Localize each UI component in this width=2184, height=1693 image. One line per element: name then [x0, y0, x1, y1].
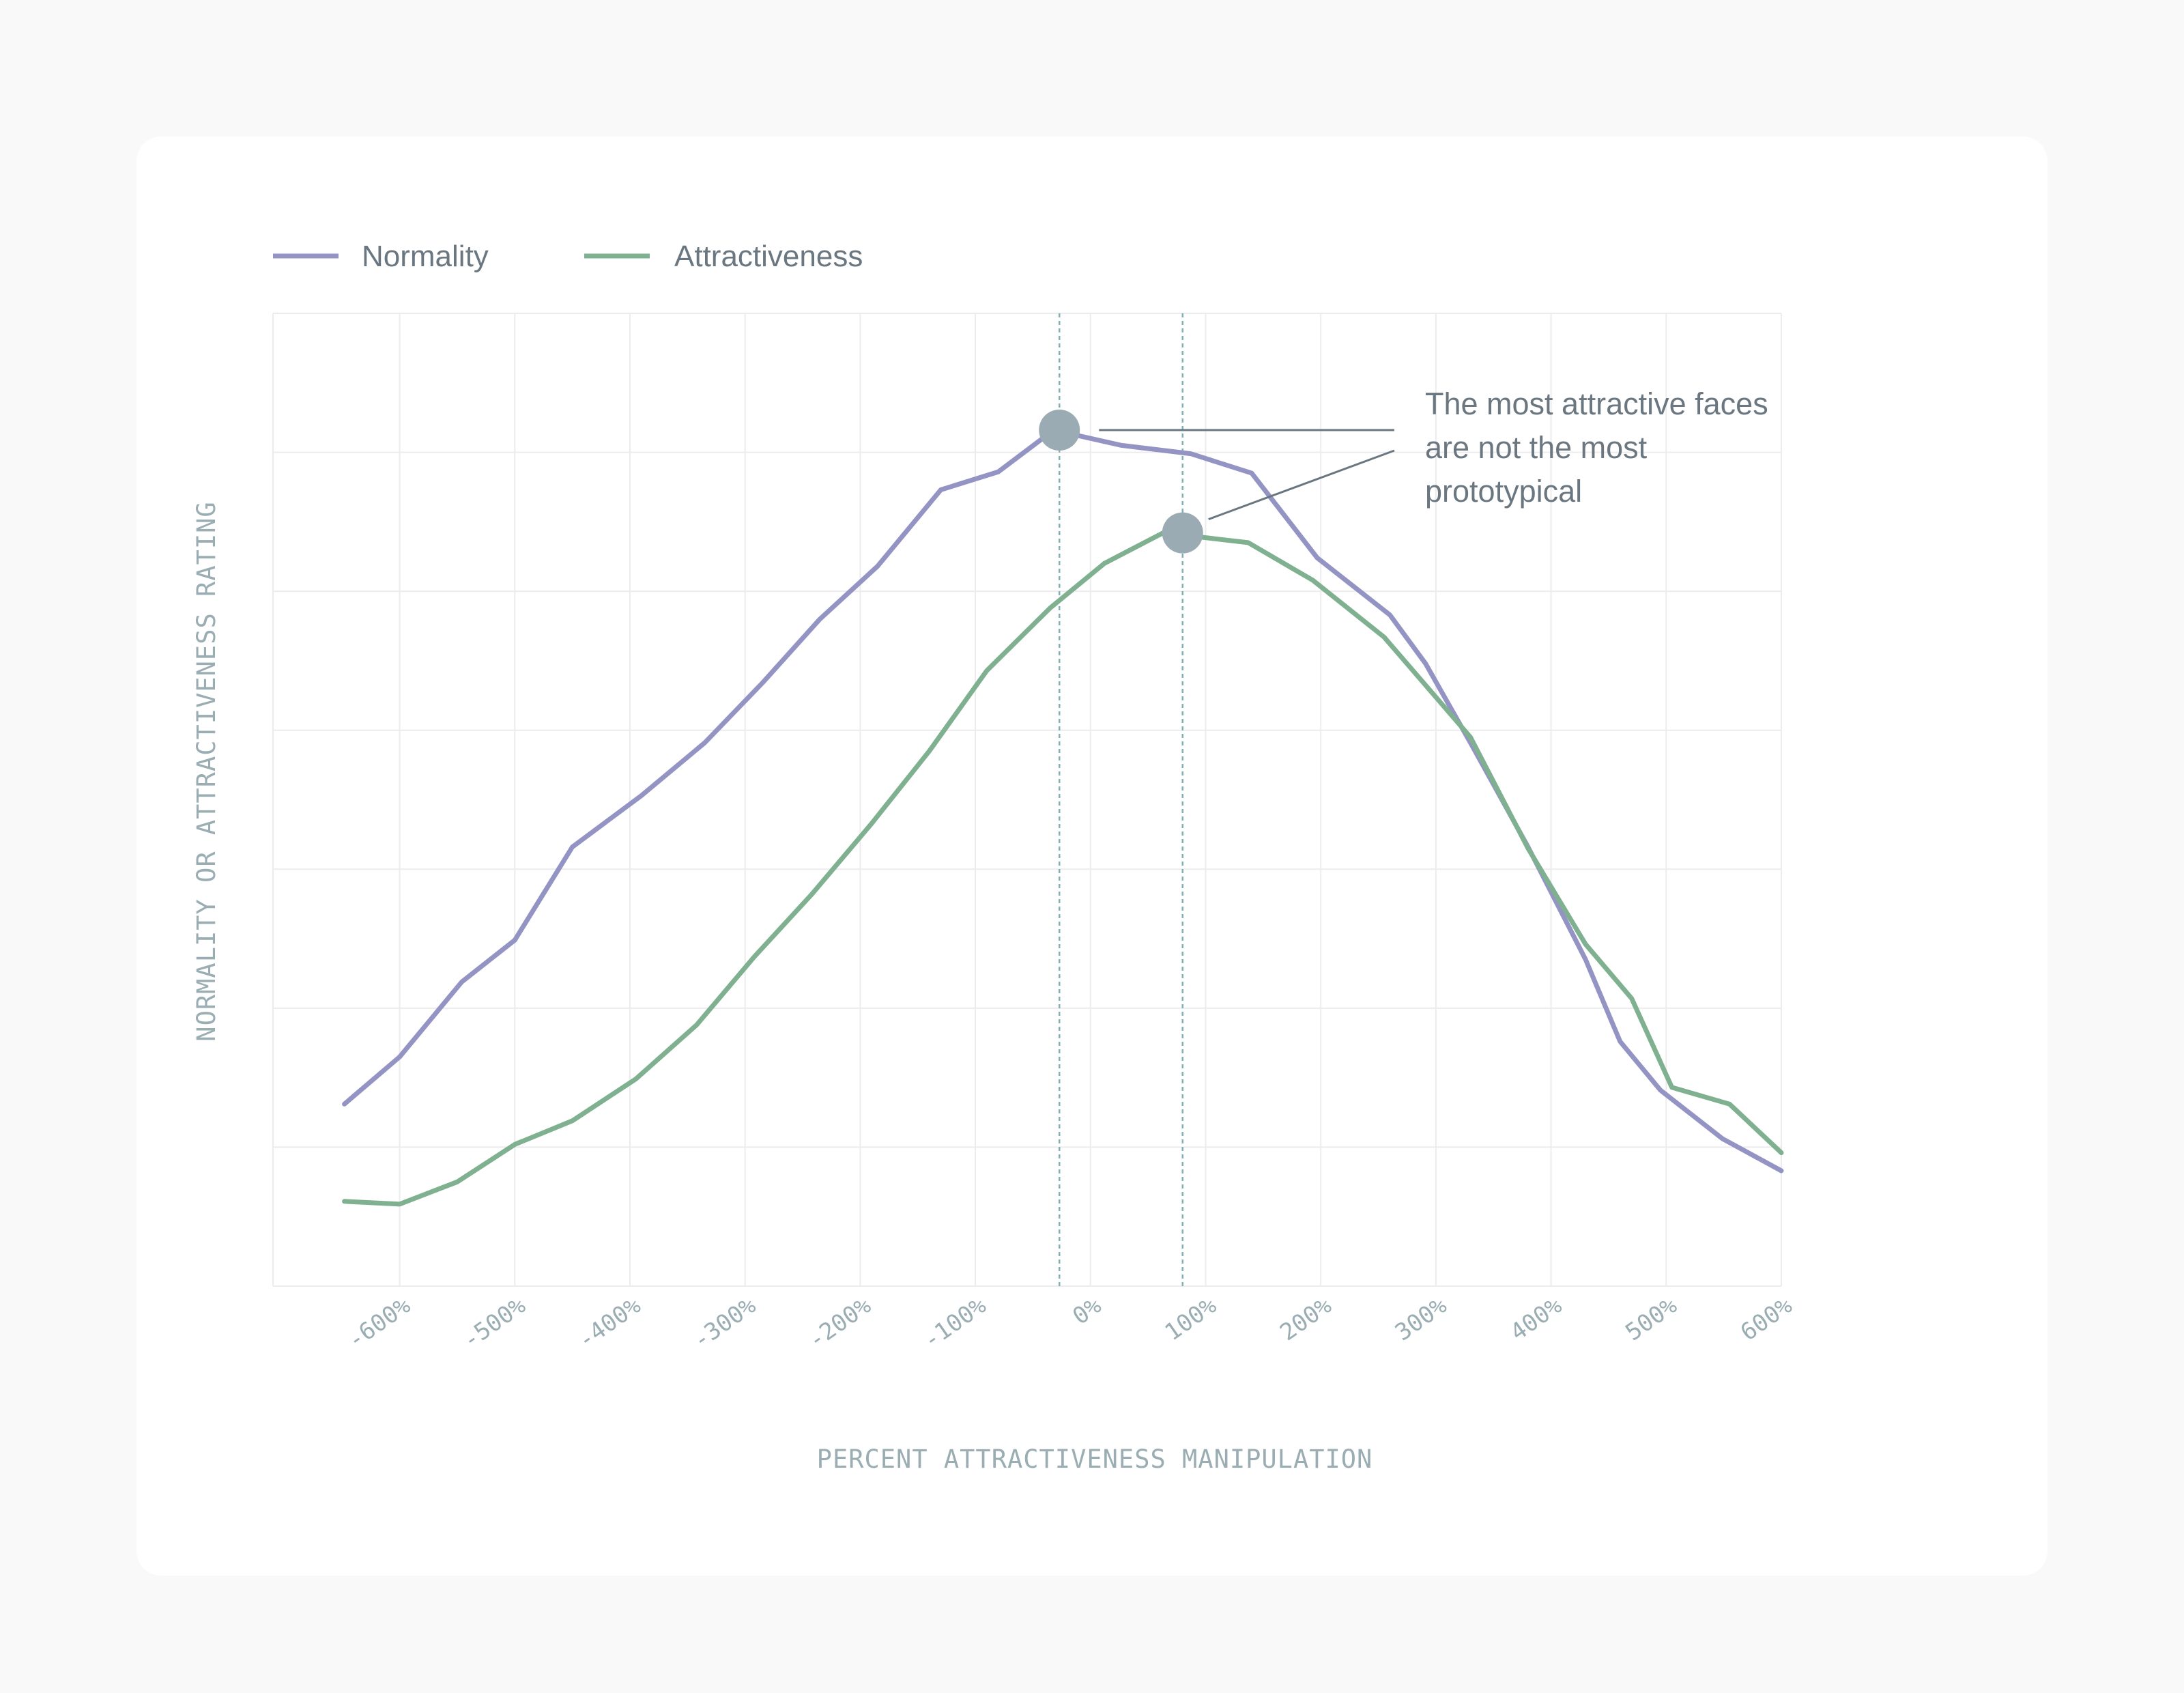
legend-label-normality: Normality — [362, 240, 489, 273]
y-axis-title: NORMALITY OR ATTRACTIVENESS RATING — [192, 501, 221, 1041]
annotation-line-1: The most attractive faces — [1425, 386, 1768, 421]
annotation: The most attractive faces are not the mo… — [1099, 386, 1768, 521]
series-lines — [342, 427, 1784, 1207]
x-tick-label: 600% — [1736, 1292, 1797, 1347]
line-chart: Normality Attractiveness The most attrac… — [192, 240, 1797, 1474]
highlight-markers — [1039, 410, 1203, 554]
chart-card: Normality Attractiveness The most attrac… — [136, 137, 2048, 1576]
x-tick-label: -500% — [458, 1292, 531, 1354]
x-tick-label: 300% — [1390, 1292, 1452, 1347]
annotation-line-2: are not the most — [1425, 430, 1648, 465]
x-tick-label: -300% — [688, 1292, 761, 1354]
highlight-guides — [1058, 313, 1183, 1286]
highlight-marker — [1162, 512, 1203, 554]
x-tick-label: -600% — [343, 1292, 416, 1354]
highlight-marker — [1039, 410, 1080, 451]
x-tick-label: 0% — [1067, 1292, 1106, 1331]
x-tick-label: -100% — [918, 1292, 991, 1354]
annotation-line-3: prototypical — [1425, 474, 1582, 509]
x-tick-label: 400% — [1506, 1292, 1567, 1347]
series-line-attractiveness — [342, 530, 1784, 1207]
x-tick-label: -200% — [803, 1292, 876, 1354]
x-tick-labels: -600% -500% -400% -300% -200% -100% 0% 100% 200%… — [343, 1292, 1797, 1354]
annotation-leader-bottom — [1208, 449, 1395, 521]
x-tick-label: 100% — [1160, 1292, 1222, 1347]
legend-label-attractiveness: Attractiveness — [674, 240, 863, 273]
x-tick-label: -400% — [573, 1292, 646, 1354]
x-tick-label: 500% — [1620, 1292, 1682, 1347]
series-line-normality — [342, 427, 1784, 1173]
legend: Normality Attractiveness — [273, 240, 863, 273]
grid — [272, 313, 1782, 1287]
x-tick-label: 200% — [1275, 1292, 1336, 1347]
x-axis-title: PERCENT ATTRACTIVENESS MANIPULATION — [817, 1445, 1373, 1474]
